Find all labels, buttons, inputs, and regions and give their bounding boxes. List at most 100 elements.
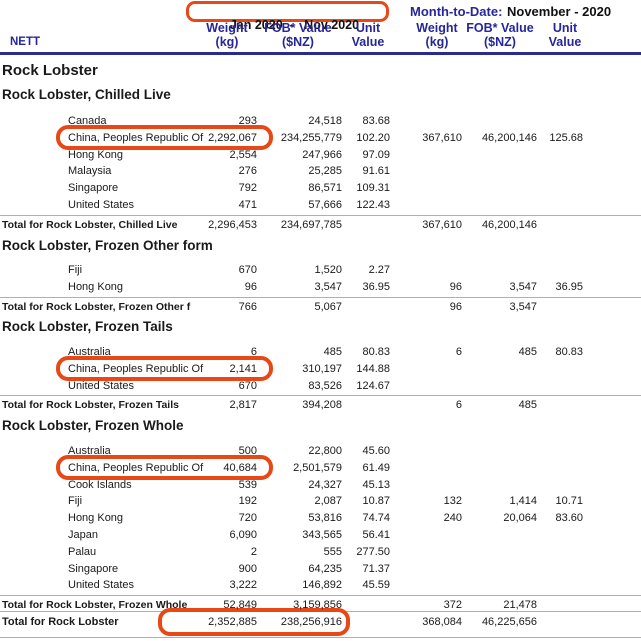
value-cell: 5,067 <box>314 300 342 313</box>
value-cell: 247,966 <box>302 148 342 161</box>
value-cell: 83,526 <box>308 379 342 392</box>
country-cell: Singapore <box>68 562 119 575</box>
country-cell: China, Peoples Republic Of <box>68 362 204 375</box>
highlight-box <box>56 455 273 481</box>
value-cell: 277.50 <box>356 545 390 558</box>
table-row: Cook Islands 539 24,327 45.13 <box>0 477 641 494</box>
table-row: United States 3,222 146,892 45.59 <box>0 577 641 594</box>
value-cell: 3,222 <box>229 579 257 592</box>
value-cell: 238,256,916 <box>280 616 342 628</box>
value-cell: 3,159,856 <box>293 599 342 612</box>
value-cell: 122.43 <box>356 199 390 211</box>
value-cell: 80.83 <box>362 346 390 358</box>
col-header-fob: FOB* Value ($NZ) <box>264 21 332 49</box>
value-cell: 1,414 <box>509 495 537 508</box>
country-cell: China, Peoples Republic Of <box>68 131 204 144</box>
value-cell: 792 <box>238 182 257 195</box>
value-cell: 3,547 <box>314 280 342 293</box>
table-row: China, Peoples Republic Of 40,684 2,501,57… <box>0 460 641 477</box>
nett-label: NETT <box>10 36 41 48</box>
value-cell: 276 <box>238 165 257 178</box>
table-row: Fiji 192 2,087 10.87 132 1,414 10.71 <box>0 493 641 510</box>
value-cell: 21,478 <box>503 599 537 612</box>
value-cell: 24,518 <box>308 115 342 127</box>
value-cell: 80.83 <box>555 346 583 358</box>
value-cell: 124.67 <box>356 379 390 392</box>
value-cell: 20,064 <box>503 512 537 525</box>
value-cell: 310,197 <box>302 362 342 375</box>
total-label: Total for Rock Lobster, Frozen Whole <box>2 599 188 612</box>
value-cell: 97.09 <box>362 148 390 161</box>
col-header-weight-mtd: Weight (kg) <box>416 21 458 49</box>
value-cell: 10.87 <box>362 495 390 508</box>
value-cell: 670 <box>238 264 257 276</box>
value-cell: 71.37 <box>362 562 390 575</box>
value-cell: 485 <box>518 399 537 412</box>
value-cell: 64,235 <box>308 562 342 575</box>
value-cell: 56.41 <box>362 529 390 541</box>
value-cell: 46,200,146 <box>481 218 537 231</box>
month-to-date-value: November - 2020 <box>507 4 612 19</box>
country-cell: Palau <box>68 545 97 558</box>
divider-line <box>0 395 641 397</box>
value-cell: 91.61 <box>362 165 390 178</box>
country-cell: Malaysia <box>68 165 112 178</box>
value-cell: 2,296,453 <box>208 218 257 231</box>
value-cell: 293 <box>238 115 257 127</box>
table-row: Canada 293 24,518 83.68 <box>0 113 641 130</box>
highlight-box <box>56 356 273 382</box>
table-row: Singapore 792 86,571 109.31 <box>0 180 641 197</box>
value-cell: 485 <box>323 346 342 358</box>
country-cell: Australia <box>68 346 111 358</box>
table-row: Fiji 670 1,520 2.27 <box>0 262 641 279</box>
value-cell: 144.88 <box>356 362 390 375</box>
value-cell: 394,208 <box>302 399 342 412</box>
value-cell: 96 <box>244 280 257 293</box>
value-cell: 720 <box>238 512 257 525</box>
section-heading: Rock Lobster, Chilled Live <box>2 87 171 102</box>
value-cell: 2,141 <box>229 362 257 375</box>
highlight-box <box>56 125 273 151</box>
total-row: Total for Rock Lobster, Frozen Other f 76… <box>0 299 641 316</box>
value-cell: 2,352,885 <box>208 616 257 628</box>
value-cell: 6 <box>455 346 462 358</box>
total-label: Total for Rock Lobster, Frozen Other f <box>2 300 191 313</box>
value-cell: 146,892 <box>302 579 342 592</box>
table-row: Hong Kong 2,554 247,966 97.09 <box>0 147 641 164</box>
total-row: Total for Rock Lobster, Chilled Live 2,29… <box>0 217 641 234</box>
country-cell: Japan <box>68 529 98 541</box>
value-cell: 485 <box>518 346 537 358</box>
value-cell: 2,817 <box>229 399 257 412</box>
grand-total-row: Total for Rock Lobster 2,352,885 238,256,9… <box>0 614 641 631</box>
value-cell: 61.49 <box>362 461 390 474</box>
value-cell: 766 <box>238 300 257 313</box>
value-cell: 3,547 <box>509 280 537 293</box>
value-cell: 74.74 <box>362 512 390 525</box>
country-cell: China, Peoples Republic Of <box>68 461 204 474</box>
header-rule <box>0 52 641 55</box>
table-row: China, Peoples Republic Of 2,141 310,197 14… <box>0 361 641 378</box>
value-cell: 45.60 <box>362 445 390 457</box>
value-cell: 240 <box>443 512 462 525</box>
value-cell: 368,084 <box>422 616 462 628</box>
grand-total-label: Total for Rock Lobster <box>2 616 119 628</box>
section-heading: Rock Lobster, Frozen Other form <box>2 238 213 253</box>
total-row: Total for Rock Lobster, Frozen Tails 2,81… <box>0 397 641 414</box>
period-highlight-box: Jan 2020 - Nov 2020 <box>186 1 389 32</box>
value-cell: 22,800 <box>308 445 342 457</box>
value-cell: 2,554 <box>229 148 257 161</box>
value-cell: 2,087 <box>314 495 342 508</box>
table-row: Singapore 900 64,235 71.37 <box>0 561 641 578</box>
col-header-unit-mtd: Unit Value <box>548 21 582 49</box>
value-cell: 24,327 <box>308 478 342 491</box>
value-cell: 46,200,146 <box>481 131 537 144</box>
value-cell: 83.68 <box>362 115 390 127</box>
value-cell: 1,520 <box>314 264 342 276</box>
table-row: Australia 6 485 80.83 6 485 80.83 <box>0 344 641 361</box>
value-cell: 372 <box>443 599 462 612</box>
value-cell: 234,697,785 <box>280 218 342 231</box>
country-cell: Australia <box>68 445 111 457</box>
page-title: Rock Lobster <box>2 62 98 79</box>
value-cell: 2,501,579 <box>293 461 342 474</box>
